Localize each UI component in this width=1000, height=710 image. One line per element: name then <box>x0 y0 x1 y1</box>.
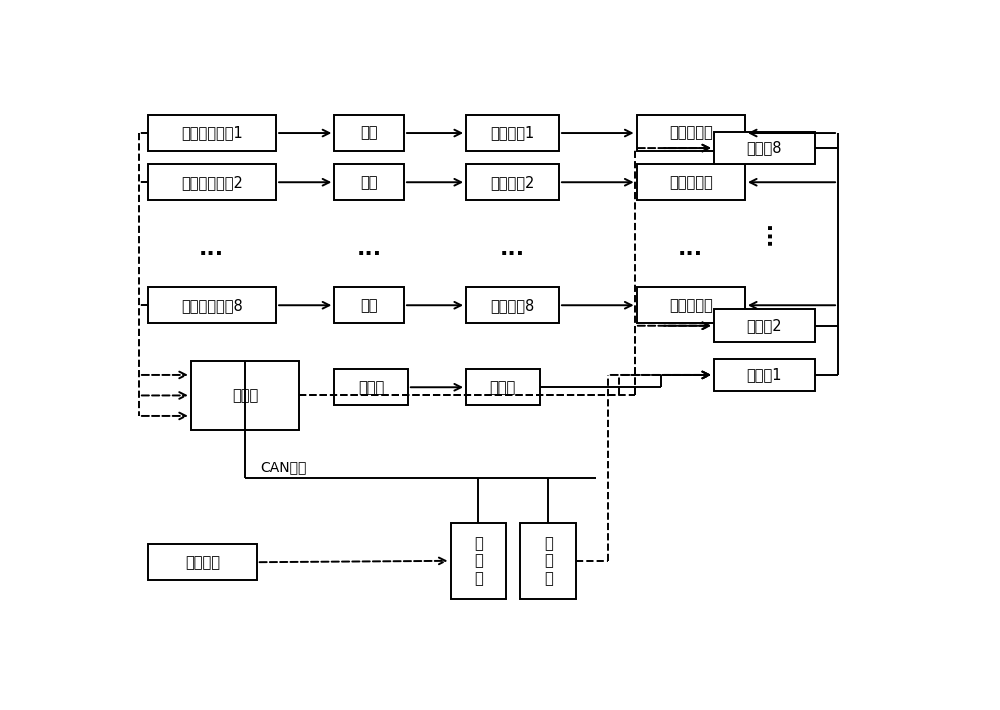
Bar <box>148 545 257 580</box>
Bar <box>148 165 276 200</box>
Text: 液压泵: 液压泵 <box>490 380 516 395</box>
Bar <box>148 115 276 151</box>
Text: 比例阀8: 比例阀8 <box>747 141 782 155</box>
Text: ...: ... <box>678 239 703 259</box>
Text: 比例阀2: 比例阀2 <box>747 318 782 333</box>
Bar <box>148 288 276 323</box>
Bar <box>450 523 506 599</box>
Text: 转向液压缸: 转向液压缸 <box>669 126 713 141</box>
Text: ...: ... <box>754 220 774 246</box>
Text: 车轮: 车轮 <box>360 175 378 190</box>
Bar <box>520 523 576 599</box>
Text: 转向液压缸: 转向液压缸 <box>669 297 713 312</box>
Text: 角位移传感器2: 角位移传感器2 <box>181 175 243 190</box>
Text: 比例阀1: 比例阀1 <box>747 368 782 383</box>
Bar <box>714 359 815 391</box>
Text: 角位移传感器1: 角位移传感器1 <box>181 126 243 141</box>
Text: 车轮: 车轮 <box>360 126 378 141</box>
Text: 转向机构2: 转向机构2 <box>490 175 535 190</box>
Bar <box>714 310 815 342</box>
Text: 控
制
器: 控 制 器 <box>544 536 553 586</box>
Text: 车轮: 车轮 <box>360 297 378 312</box>
Text: CAN总线: CAN总线 <box>261 460 307 474</box>
Bar <box>466 165 559 200</box>
Text: 操作装置: 操作装置 <box>185 555 220 569</box>
Text: 发动机: 发动机 <box>358 380 384 395</box>
Bar <box>466 288 559 323</box>
Bar <box>637 165 745 200</box>
Bar <box>334 288 404 323</box>
Text: 角位移传感器8: 角位移传感器8 <box>181 297 243 312</box>
Bar <box>466 369 540 405</box>
Text: ...: ... <box>357 239 382 259</box>
Text: 转向机构8: 转向机构8 <box>490 297 535 312</box>
Text: 控
制
器: 控 制 器 <box>474 536 483 586</box>
Bar <box>637 288 745 323</box>
Bar <box>334 115 404 151</box>
Bar <box>637 115 745 151</box>
Text: 控制器: 控制器 <box>232 388 258 403</box>
Bar <box>334 165 404 200</box>
Bar <box>466 115 559 151</box>
Text: 转向液压缸: 转向液压缸 <box>669 175 713 190</box>
Bar <box>334 369 408 405</box>
Text: ...: ... <box>199 239 224 259</box>
Bar <box>714 131 815 165</box>
Text: ...: ... <box>500 239 525 259</box>
Bar <box>191 361 299 430</box>
Text: 转向机构1: 转向机构1 <box>490 126 535 141</box>
